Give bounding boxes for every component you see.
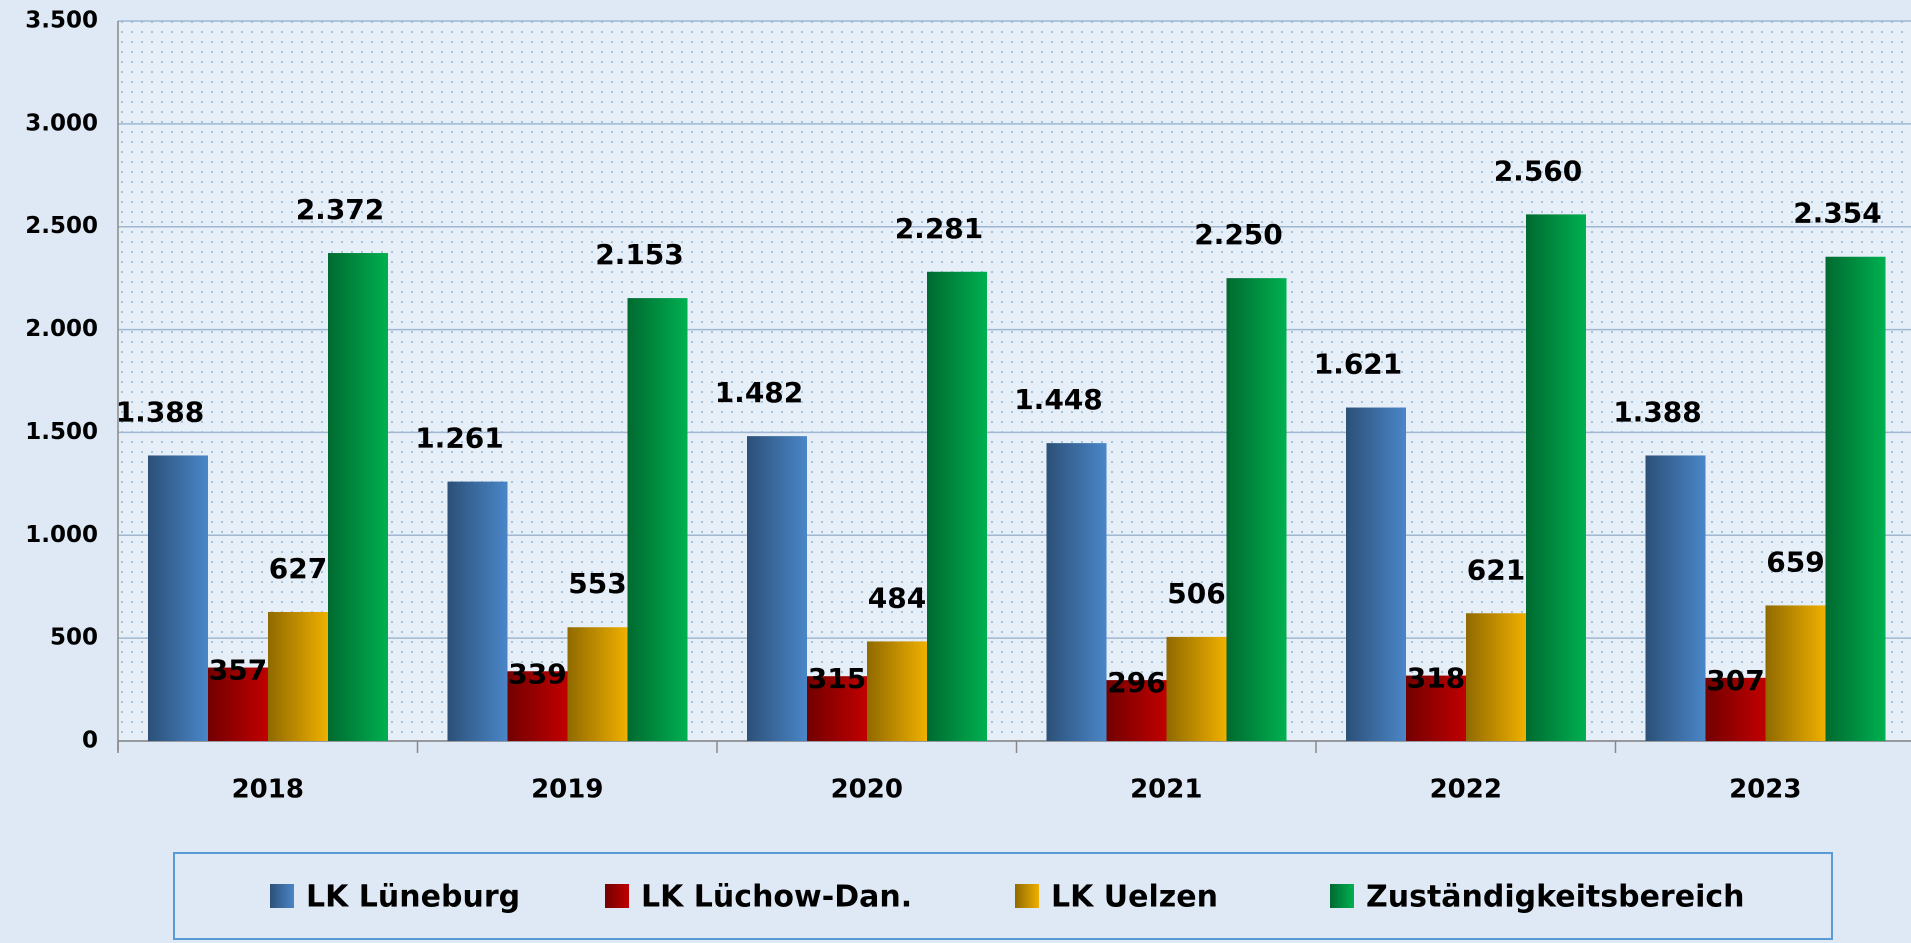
bar bbox=[507, 671, 568, 741]
bar bbox=[927, 271, 987, 741]
data-label: 315 bbox=[808, 662, 866, 695]
bar bbox=[148, 455, 208, 741]
data-label: 357 bbox=[209, 654, 267, 687]
legend-box bbox=[173, 852, 1833, 940]
y-tick-label: 2.500 bbox=[25, 213, 98, 239]
legend-label: Zuständigkeitsbereich bbox=[1366, 880, 1745, 915]
bar bbox=[447, 481, 508, 741]
bar bbox=[1406, 675, 1466, 741]
data-label: 1.388 bbox=[116, 395, 205, 428]
data-label: 484 bbox=[868, 581, 926, 614]
data-label: 1.448 bbox=[1014, 383, 1103, 416]
data-label: 318 bbox=[1407, 662, 1465, 695]
y-tick-label: 1.500 bbox=[25, 419, 98, 445]
x-tick-label: 2021 bbox=[1130, 775, 1202, 805]
y-tick-label: 500 bbox=[50, 625, 98, 651]
bar bbox=[1705, 677, 1766, 741]
bar bbox=[1765, 605, 1826, 741]
bar bbox=[627, 298, 688, 741]
data-label: 553 bbox=[568, 567, 626, 600]
data-label: 2.372 bbox=[296, 193, 385, 226]
legend-swatch bbox=[1015, 884, 1039, 908]
bar bbox=[328, 253, 388, 741]
y-tick-label: 3.000 bbox=[25, 110, 98, 136]
data-label: 1.261 bbox=[415, 422, 504, 455]
x-tick-label: 2023 bbox=[1729, 775, 1801, 805]
data-label: 1.482 bbox=[715, 376, 804, 409]
data-label: 2.560 bbox=[1494, 154, 1583, 187]
bar bbox=[1106, 680, 1167, 741]
data-label: 659 bbox=[1766, 545, 1824, 578]
data-label: 296 bbox=[1107, 666, 1165, 699]
x-tick-label: 2018 bbox=[232, 775, 304, 805]
bar bbox=[1226, 278, 1287, 741]
plot-pattern bbox=[118, 21, 1911, 741]
bar bbox=[1466, 613, 1526, 741]
legend-swatch bbox=[270, 884, 294, 908]
data-label: 2.250 bbox=[1194, 218, 1283, 251]
bar bbox=[807, 676, 867, 741]
data-label: 627 bbox=[269, 552, 327, 585]
legend-label: LK Lüneburg bbox=[306, 880, 520, 915]
legend-swatch bbox=[605, 884, 629, 908]
y-tick-label: 1.000 bbox=[25, 522, 98, 548]
legend-label: LK Lüchow-Dan. bbox=[641, 880, 912, 915]
bar bbox=[867, 641, 927, 741]
data-label: 2.153 bbox=[595, 238, 684, 271]
legend-swatch bbox=[1330, 884, 1354, 908]
bar bbox=[747, 436, 807, 741]
bar bbox=[1046, 443, 1107, 741]
data-label: 1.621 bbox=[1314, 348, 1403, 381]
legend-label: LK Uelzen bbox=[1051, 880, 1218, 915]
data-label: 2.354 bbox=[1793, 197, 1882, 230]
data-label: 307 bbox=[1706, 664, 1764, 697]
y-tick-label: 2.000 bbox=[25, 316, 98, 342]
bar bbox=[567, 627, 628, 741]
data-label: 506 bbox=[1167, 577, 1225, 610]
bar bbox=[1645, 455, 1706, 741]
data-label: 339 bbox=[508, 657, 566, 690]
data-label: 1.388 bbox=[1613, 395, 1702, 428]
bar bbox=[1346, 407, 1406, 741]
bar bbox=[1825, 256, 1886, 741]
bar bbox=[1166, 636, 1227, 741]
bar bbox=[1526, 214, 1586, 741]
data-label: 621 bbox=[1467, 553, 1525, 586]
data-label: 2.281 bbox=[895, 212, 984, 245]
y-tick-label: 0 bbox=[82, 728, 98, 754]
x-tick-label: 2019 bbox=[531, 775, 603, 805]
bar bbox=[208, 667, 268, 741]
x-tick-label: 2020 bbox=[831, 775, 903, 805]
x-tick-label: 2022 bbox=[1430, 775, 1502, 805]
y-tick-label: 3.500 bbox=[25, 8, 98, 34]
bar bbox=[268, 612, 328, 741]
